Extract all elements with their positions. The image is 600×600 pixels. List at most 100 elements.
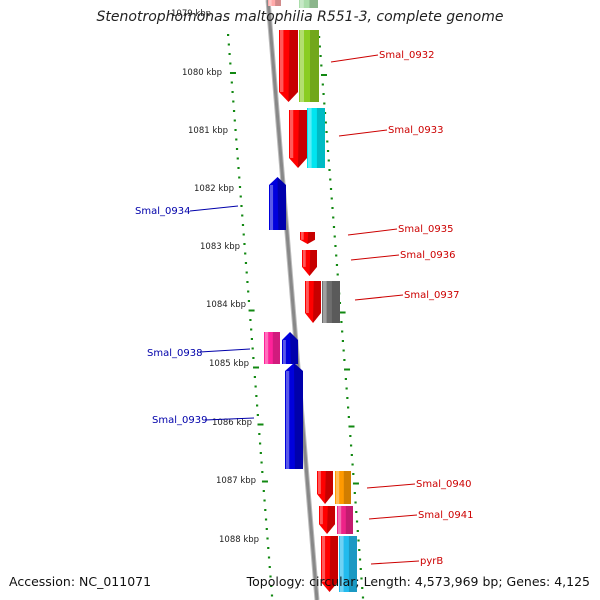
tick-mark-right — [325, 131, 328, 133]
tick-mark-right — [352, 473, 355, 475]
gene-label: Smal_0936 — [400, 250, 455, 261]
tick-mark-left — [249, 319, 252, 321]
gene-label: Smal_0935 — [398, 224, 453, 235]
tick-mark-left — [235, 138, 238, 141]
gene-label: Smal_0932 — [379, 50, 434, 61]
tick-mark-right — [320, 64, 323, 67]
gene-arrow-smal-0935 — [300, 232, 315, 244]
tick-mark-left — [253, 366, 260, 369]
tick-mark-left — [257, 423, 264, 426]
topology-text: Topology: circular; Length: 4,573,969 bp… — [246, 574, 590, 589]
tick-mark-left — [252, 357, 255, 359]
tick-mark-right — [359, 568, 362, 570]
tick-mark-left — [253, 376, 256, 378]
tick-mark-left — [243, 243, 246, 245]
leader-line — [330, 54, 379, 63]
leader-line — [370, 560, 420, 565]
tick-mark-left — [236, 157, 239, 160]
tick-mark-right — [332, 216, 335, 219]
tick-mark-right — [323, 112, 327, 114]
map-title: Stenotrophomonas maltophilia R551-3, com… — [96, 9, 504, 25]
tick-mark-left — [264, 509, 267, 511]
tick-mark-left — [248, 309, 255, 312]
tick-mark-left — [237, 167, 240, 169]
tick-mark-right — [361, 596, 365, 599]
leader-line — [350, 254, 400, 261]
tick-mark-left — [241, 214, 244, 217]
leader-line — [204, 417, 255, 421]
tick-mark-right — [341, 330, 344, 333]
tick-mark-left — [247, 290, 250, 293]
leader-line — [366, 483, 416, 489]
tick-mark-left — [229, 62, 232, 65]
tick-mark-left — [231, 91, 234, 93]
cog-box-pink — [264, 332, 280, 364]
tick-mark-left — [247, 300, 251, 302]
cog-box-top — [299, 0, 318, 8]
tick-mark-left — [263, 499, 266, 502]
tick-mark-left — [256, 414, 259, 416]
tick-mark-left — [228, 53, 231, 55]
tick-mark-left — [227, 43, 230, 46]
tick-mark-left — [238, 186, 242, 188]
tick-mark-left — [251, 347, 254, 350]
tick-mark-left — [261, 471, 264, 473]
tick-mark-left — [242, 233, 245, 236]
tick-mark-right — [334, 245, 337, 247]
tick-label: 1087 kbp — [216, 476, 256, 486]
tick-label: 1081 kbp — [188, 126, 228, 136]
tick-mark-right — [343, 359, 346, 361]
tick-mark-left — [268, 566, 271, 568]
tick-mark-right — [354, 501, 357, 504]
tick-mark-right — [335, 254, 338, 257]
tick-mark-right — [319, 55, 322, 57]
tick-mark-left — [256, 404, 259, 407]
gene-arrow-top-fragment — [268, 0, 281, 6]
tick-mark-left — [227, 34, 230, 36]
tick-mark-right — [351, 463, 354, 466]
tick-mark-right — [329, 178, 332, 181]
tick-mark-right — [318, 45, 321, 48]
gene-features — [264, 0, 357, 592]
leader-line — [189, 205, 239, 212]
gene-arrow-smal-0936 — [302, 250, 317, 276]
tick-mark-right — [329, 188, 333, 190]
gene-arrow-smal-0934 — [269, 177, 286, 230]
cog-box-cyan — [307, 108, 325, 168]
tick-mark-left — [235, 148, 239, 150]
tick-mark-left — [265, 528, 268, 530]
tick-mark-left — [232, 100, 235, 103]
tick-mark-right — [326, 150, 330, 152]
tick-label: 1086 kbp — [212, 418, 252, 428]
gene-label: pyrB — [420, 556, 443, 567]
tick-mark-right — [346, 397, 349, 399]
tick-mark-right — [326, 140, 329, 143]
tick-mark-right — [342, 349, 345, 352]
tick-label: 1084 kbp — [206, 300, 246, 310]
tick-mark-left — [245, 271, 248, 274]
tick-mark-right — [327, 159, 330, 162]
gene-label: Smal_0941 — [418, 510, 473, 521]
tick-mark-left — [250, 338, 254, 340]
tick-mark-right — [331, 207, 334, 209]
cog-box-gray — [322, 281, 340, 323]
tick-mark-left — [262, 490, 265, 492]
tick-mark-right — [355, 511, 358, 513]
tick-mark-right — [323, 102, 326, 105]
tick-mark-left — [259, 452, 262, 454]
tick-mark-right — [347, 416, 350, 418]
tick-mark-left — [255, 395, 258, 397]
tick-mark-left — [244, 252, 247, 255]
tick-mark-right — [352, 482, 359, 485]
leader-line — [368, 514, 418, 520]
tick-mark-left — [230, 81, 233, 84]
tick-mark-right — [340, 321, 343, 323]
tick-mark-right — [356, 530, 359, 532]
gene-arrow-smal-0933 — [289, 110, 307, 168]
tick-mark-right — [345, 387, 348, 390]
tick-mark-left — [258, 442, 262, 445]
tick-mark-right — [360, 577, 363, 580]
leader-line — [347, 228, 398, 236]
tick-mark-right — [344, 378, 347, 380]
tick-mark-right — [322, 93, 325, 95]
